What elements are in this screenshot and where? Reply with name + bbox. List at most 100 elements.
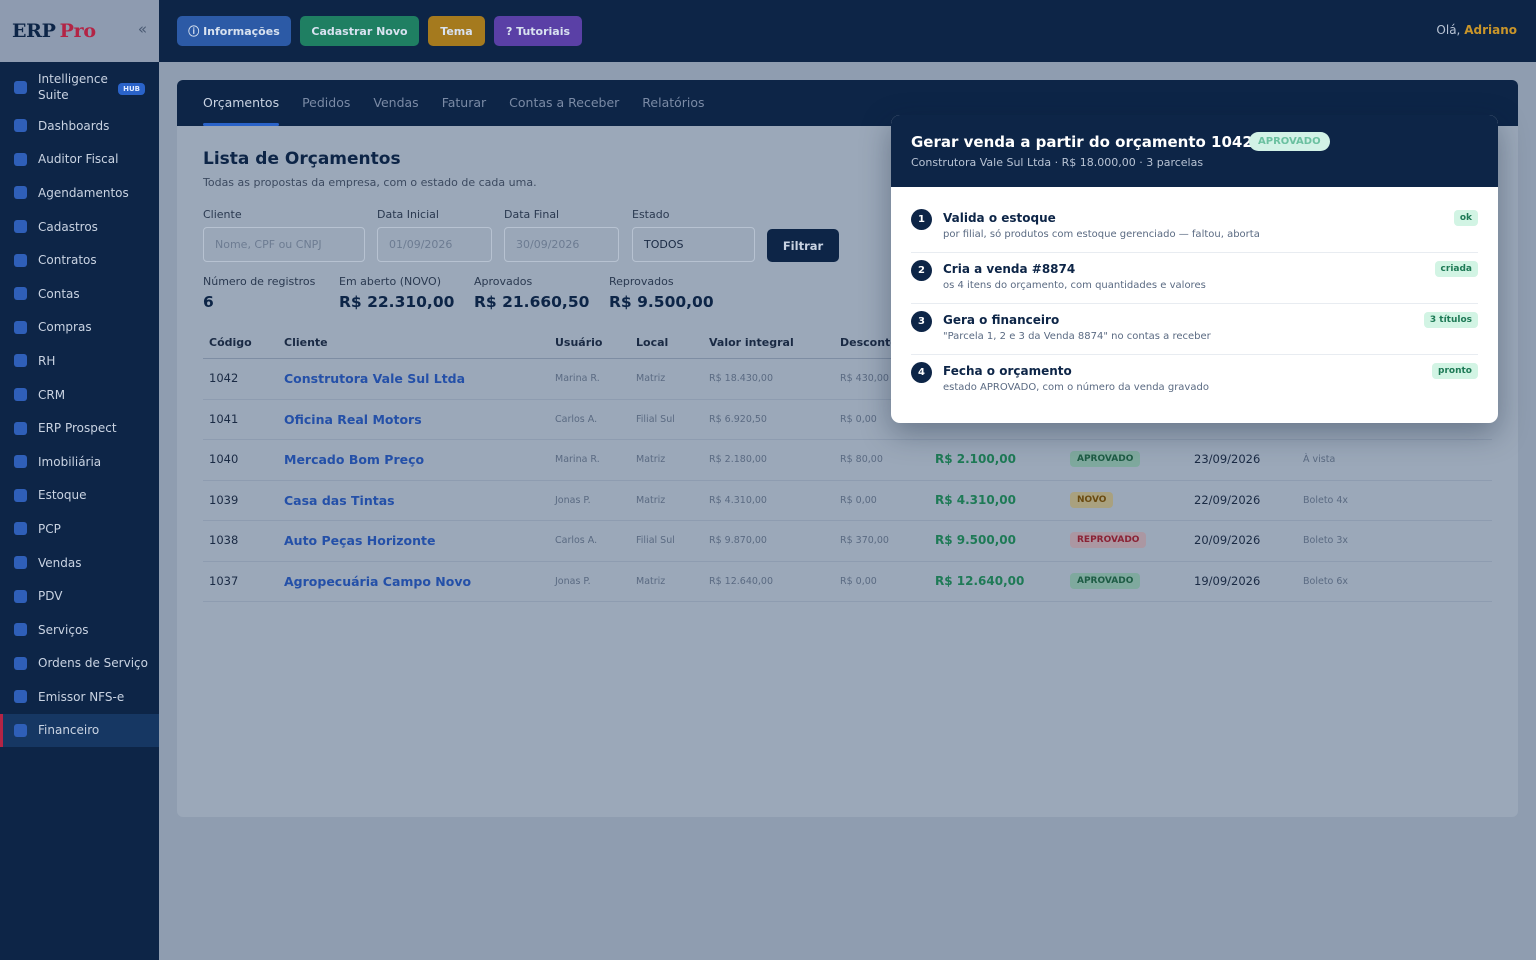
table-row[interactable]: 1041 Oficina Real Motors Carlos A. Filial S…	[203, 400, 1492, 440]
header-local[interactable]: Local	[636, 336, 669, 349]
sidebar-item-dashboards[interactable]: Dashboards	[0, 109, 159, 143]
sidebar-item-emissor-nfse[interactable]: Emissor NFS-e	[0, 680, 159, 714]
tutoriais-button[interactable]: ? Tutoriais	[494, 16, 582, 46]
step-description: estado APROVADO, com o número da venda g…	[943, 382, 1209, 393]
row-cliente-link[interactable]: Auto Peças Horizonte	[284, 533, 436, 548]
row-code: 1037	[209, 573, 239, 588]
sidebar-item-label: CRM	[38, 387, 66, 402]
row-cliente-link[interactable]: Construtora Vale Sul Ltda	[284, 371, 466, 386]
row-usuario: Jonas P.	[555, 575, 591, 587]
sidebar-item-label: Agendamentos	[38, 185, 129, 200]
table-row[interactable]: 1037 Agropecuária Campo Novo Jonas P. Matri…	[203, 562, 1492, 602]
aprovados-label: Aprovados	[474, 275, 533, 288]
step-title: Fecha o orçamento	[943, 364, 1072, 378]
row-valor-integral: R$ 4.310,00	[709, 494, 767, 506]
header-cliente[interactable]: Cliente	[284, 336, 328, 349]
data-final-input[interactable]: 30/09/2026	[504, 227, 619, 262]
module-icon	[14, 186, 27, 200]
module-icon	[14, 388, 27, 402]
sidebar-item-cadastros[interactable]: Cadastros	[0, 210, 159, 244]
header-divider	[203, 358, 1492, 359]
tab-vendas[interactable]: Vendas	[373, 95, 419, 110]
cliente-input[interactable]: Nome, CPF ou CNPJ	[203, 227, 365, 262]
header-usuario[interactable]: Usuário	[555, 336, 603, 349]
sidebar-item-ordens-de-servico[interactable]: Ordens de Serviço	[0, 647, 159, 681]
sidebar-item-label: Ordens de Serviço	[38, 656, 148, 671]
sidebar-item-vendas[interactable]: Vendas	[0, 546, 159, 580]
sidebar-item-label: PCP	[38, 521, 61, 536]
tema-button[interactable]: Tema	[428, 16, 485, 46]
tab-pedidos[interactable]: Pedidos	[302, 95, 351, 110]
row-desconto: R$ 0,00	[840, 575, 877, 587]
module-icon	[14, 623, 27, 637]
sidebar-item-contas[interactable]: Contas	[0, 277, 159, 311]
sidebar-item-label: ERP Prospect	[38, 421, 117, 436]
tab-faturar[interactable]: Faturar	[441, 95, 487, 110]
header-valor-integral[interactable]: Valor integral	[709, 336, 794, 349]
row-cliente-link[interactable]: Casa das Tintas	[284, 492, 395, 508]
sidebar: ERP Pro « Intelligence Suite HUB Dashboard…	[0, 0, 159, 960]
table-row[interactable]: 1040 Mercado Bom Preço Marina R. Matriz R$ 2…	[203, 440, 1492, 481]
sidebar-item-pcp[interactable]: PCP	[0, 512, 159, 546]
filtrar-button[interactable]: Filtrar	[767, 229, 839, 262]
sidebar-item-servicos[interactable]: Serviços	[0, 613, 159, 647]
sidebar-item-intelligence-suite[interactable]: Intelligence Suite HUB	[0, 65, 159, 109]
sidebar-item-auditor-fiscal[interactable]: Auditor Fiscal	[0, 143, 159, 177]
user-name[interactable]: Adriano	[1464, 23, 1517, 37]
sidebar-item-label: Compras	[38, 320, 92, 335]
row-usuario: Jonas P.	[555, 494, 591, 506]
sidebar-item-financeiro[interactable]: Financeiro	[0, 713, 159, 748]
sidebar-nav: Intelligence Suite HUB Dashboards Auditor…	[0, 62, 159, 748]
tab-contas-a-receber[interactable]: Contas a Receber	[509, 95, 620, 110]
app-logo[interactable]: ERP Pro	[12, 20, 96, 42]
sidebar-item-label: Auditor Fiscal	[38, 152, 119, 167]
header-codigo[interactable]: Código	[209, 336, 252, 349]
estado-select[interactable]: TODOS	[632, 227, 755, 262]
table-row[interactable]: 1039 Casa das Tintas Jonas P. Matriz R$ 4.31…	[203, 481, 1492, 521]
row-desconto: R$ 430,00	[840, 373, 889, 384]
row-pagamento: Boleto 3x	[1303, 535, 1349, 546]
dialog-title: Gerar venda a partir do orçamento 1042	[911, 133, 1253, 151]
tab-relatorios[interactable]: Relatórios	[642, 95, 705, 110]
tab-orcamentos[interactable]: Orçamentos	[203, 80, 280, 126]
module-icon	[14, 589, 27, 603]
dialog-header: Gerar venda a partir do orçamento 1042 A…	[891, 115, 1498, 187]
data-final-label: Data Final	[504, 208, 560, 221]
row-desconto: R$ 0,00	[840, 413, 877, 425]
sidebar-item-imobiliaria[interactable]: Imobiliária	[0, 445, 159, 479]
sidebar-item-agendamentos[interactable]: Agendamentos	[0, 176, 159, 210]
row-total: R$ 12.640,00	[935, 573, 1025, 588]
info-button[interactable]: ⓘ Informações	[177, 16, 291, 46]
step-item: 1 Valida o estoque por filial, só produt…	[911, 202, 1478, 253]
sidebar-item-rh[interactable]: RH	[0, 344, 159, 378]
row-usuario: Carlos A.	[555, 413, 598, 425]
sidebar-item-compras[interactable]: Compras	[0, 311, 159, 345]
sidebar-item-contratos[interactable]: Contratos	[0, 243, 159, 277]
gerar-venda-dialog: Gerar venda a partir do orçamento 1042 A…	[891, 115, 1498, 423]
row-data: 19/09/2026	[1194, 573, 1261, 588]
row-cliente-link[interactable]: Mercado Bom Preço	[284, 452, 425, 467]
row-cliente-link[interactable]: Oficina Real Motors	[284, 411, 422, 427]
module-icon	[14, 522, 27, 536]
module-icon	[14, 690, 27, 704]
sidebar-item-estoque[interactable]: Estoque	[0, 479, 159, 513]
table-row[interactable]: 1042 Construtora Vale Sul Ltda Marina R. Ma…	[203, 359, 1492, 400]
sidebar-item-erp-prospect[interactable]: ERP Prospect	[0, 411, 159, 445]
cadastrar-novo-button[interactable]: Cadastrar Novo	[300, 16, 419, 46]
step-item: 3 Gera o financeiro "Parcela 1, 2 e 3 da…	[911, 304, 1478, 355]
sidebar-item-label: Serviços	[38, 622, 89, 637]
row-local: Matriz	[636, 494, 666, 506]
reprovados-label: Reprovados	[609, 275, 674, 288]
data-inicial-label: Data Inicial	[377, 208, 439, 221]
sidebar-item-pdv[interactable]: PDV	[0, 579, 159, 613]
table-row[interactable]: 1038 Auto Peças Horizonte Carlos A. Filial …	[203, 521, 1492, 562]
row-valor-integral: R$ 9.870,00	[709, 535, 767, 546]
data-inicial-input[interactable]: 01/09/2026	[377, 227, 492, 262]
module-icon	[14, 488, 27, 502]
header-desconto[interactable]: Desconto	[840, 336, 898, 349]
sidebar-item-crm[interactable]: CRM	[0, 378, 159, 412]
row-cliente-link[interactable]: Agropecuária Campo Novo	[284, 573, 472, 589]
row-status-badge: REPROVADO	[1070, 532, 1147, 548]
row-pagamento: Boleto 4x	[1303, 494, 1349, 506]
collapse-sidebar-icon[interactable]: «	[137, 20, 147, 38]
